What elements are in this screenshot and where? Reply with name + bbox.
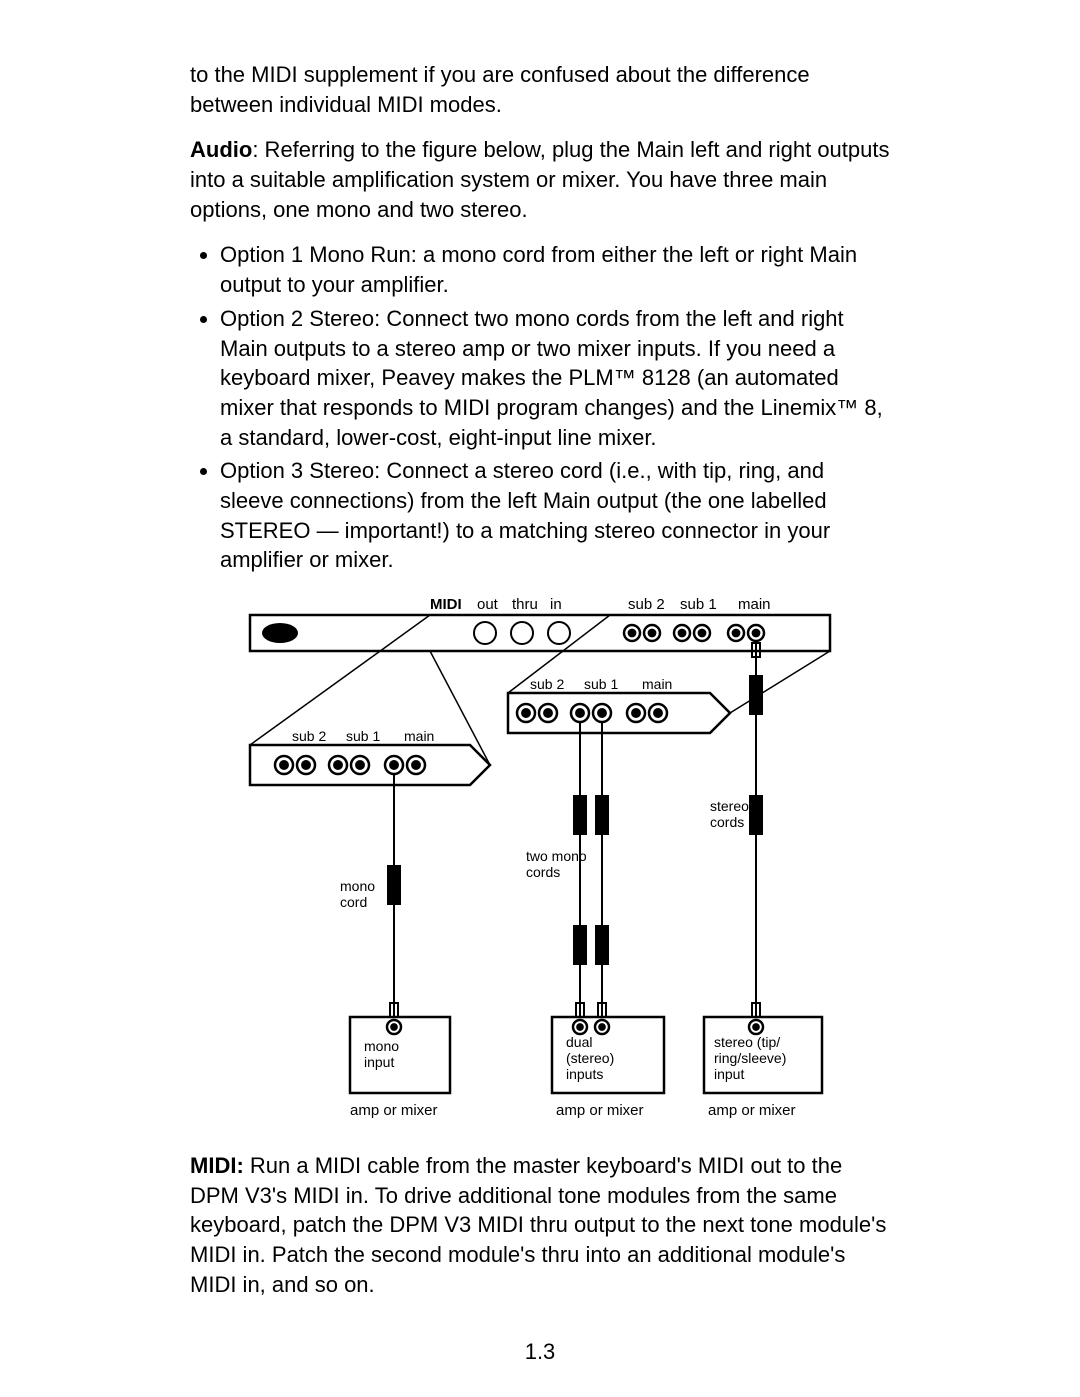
svg-text:dual: dual [566,1034,592,1050]
svg-text:sub 2: sub 2 [628,596,665,613]
option-item: Option 1 Mono Run: a mono cord from eith… [220,240,890,299]
svg-text:amp or mixer: amp or mixer [556,1102,644,1119]
svg-text:amp or mixer: amp or mixer [350,1102,438,1119]
option-item: Option 3 Stereo: Connect a stereo cord (… [220,456,890,575]
svg-text:sub 1: sub 1 [680,596,717,613]
svg-text:amp or mixer: amp or mixer [708,1102,796,1119]
option-item: Option 2 Stereo: Connect two mono cords … [220,304,890,452]
svg-text:mono: mono [364,1038,399,1054]
svg-text:MIDI: MIDI [430,596,462,613]
svg-text:mono: mono [340,878,375,894]
options-list: Option 1 Mono Run: a mono cord from eith… [190,240,890,575]
svg-text:input: input [364,1054,394,1070]
svg-text:main: main [642,676,672,692]
svg-text:stereo (tip/: stereo (tip/ [714,1034,780,1050]
page-number: 1.3 [0,1337,1080,1367]
audio-paragraph: Audio: Referring to the figure below, pl… [190,135,890,224]
svg-text:input: input [714,1066,744,1082]
svg-text:main: main [738,596,771,613]
svg-text:main: main [404,728,434,744]
svg-text:cords: cords [526,864,560,880]
svg-text:sub 1: sub 1 [346,728,380,744]
svg-text:cords: cords [710,814,744,830]
svg-text:sub 1: sub 1 [584,676,618,692]
audio-label: Audio [190,137,252,162]
svg-text:inputs: inputs [566,1066,603,1082]
svg-text:sub 2: sub 2 [530,676,564,692]
svg-text:two mono: two mono [526,848,587,864]
svg-text:cord: cord [340,894,367,910]
svg-text:ring/sleeve): ring/sleeve) [714,1050,786,1066]
svg-text:in: in [550,596,562,613]
document-page: to the MIDI supplement if you are confus… [0,0,1080,1397]
midi-label: MIDI: [190,1153,244,1178]
intro-paragraph: to the MIDI supplement if you are confus… [190,60,890,119]
midi-text: Run a MIDI cable from the master keyboar… [190,1153,886,1297]
midi-paragraph: MIDI: Run a MIDI cable from the master k… [190,1151,890,1299]
svg-text:thru: thru [512,596,538,613]
svg-text:(stereo): (stereo) [566,1050,614,1066]
svg-text:out: out [477,596,499,613]
audio-text: : Referring to the figure below, plug th… [190,137,890,221]
connections-diagram: MIDI outthruin sub 2 sub 1 main sub 2 sub 1 mai… [230,595,850,1135]
svg-text:sub 2: sub 2 [292,728,326,744]
svg-text:stereo: stereo [710,798,749,814]
